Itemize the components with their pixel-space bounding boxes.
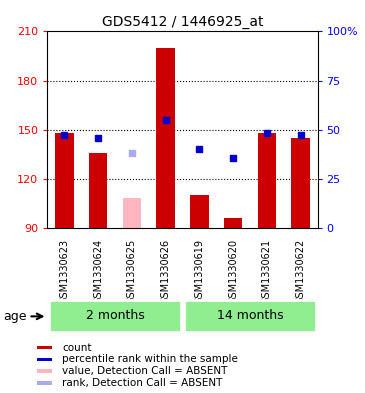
Text: value, Detection Call = ABSENT: value, Detection Call = ABSENT bbox=[62, 366, 227, 376]
Text: GSM1330626: GSM1330626 bbox=[161, 239, 170, 304]
Bar bbox=[36, 346, 52, 349]
FancyBboxPatch shape bbox=[184, 300, 316, 332]
Bar bbox=[258, 133, 276, 228]
Text: rank, Detection Call = ABSENT: rank, Detection Call = ABSENT bbox=[62, 378, 222, 388]
Text: GSM1330623: GSM1330623 bbox=[59, 239, 69, 304]
Text: GSM1330624: GSM1330624 bbox=[93, 239, 103, 304]
Bar bbox=[36, 381, 52, 385]
Text: 2 months: 2 months bbox=[86, 309, 144, 322]
Bar bbox=[156, 48, 175, 228]
Text: GSM1330622: GSM1330622 bbox=[296, 239, 306, 304]
FancyBboxPatch shape bbox=[49, 300, 181, 332]
Text: GSM1330621: GSM1330621 bbox=[262, 239, 272, 304]
Text: GSM1330619: GSM1330619 bbox=[195, 239, 204, 303]
Bar bbox=[291, 138, 310, 228]
Bar bbox=[224, 218, 242, 228]
Text: count: count bbox=[62, 343, 92, 353]
Text: 14 months: 14 months bbox=[217, 309, 283, 322]
Title: GDS5412 / 1446925_at: GDS5412 / 1446925_at bbox=[102, 15, 263, 29]
Bar bbox=[36, 369, 52, 373]
Bar bbox=[123, 198, 141, 228]
Bar bbox=[89, 152, 107, 228]
Text: percentile rank within the sample: percentile rank within the sample bbox=[62, 354, 238, 364]
Bar bbox=[36, 358, 52, 361]
Text: GSM1330620: GSM1330620 bbox=[228, 239, 238, 304]
Bar bbox=[190, 195, 209, 228]
Text: GSM1330625: GSM1330625 bbox=[127, 239, 137, 304]
Text: age: age bbox=[4, 310, 27, 323]
Bar bbox=[55, 133, 74, 228]
